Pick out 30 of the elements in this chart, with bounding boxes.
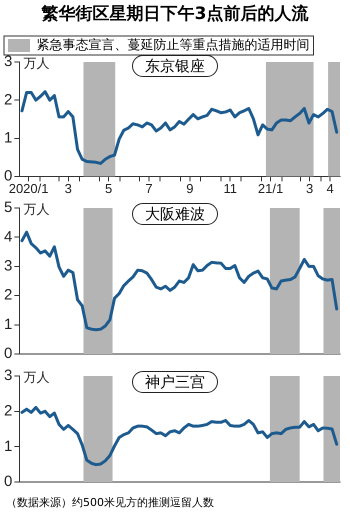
y-tick-label: 2 — [4, 402, 12, 420]
y-tick-label: 3 — [4, 258, 12, 275]
y-tick-label: 1 — [4, 316, 12, 333]
y-tick-label: 5 — [4, 199, 12, 216]
x-tick-label: 3 — [64, 180, 72, 196]
y-tick-label: 3 — [4, 367, 12, 384]
y-axis-title: 万人 — [23, 370, 50, 386]
x-tick-label: 21/1 — [258, 180, 284, 196]
chart-title: 繁华街区星期日下午3点前后的人流 — [40, 3, 310, 25]
y-tick-label: 1 — [4, 129, 12, 146]
x-tick-label: 11 — [224, 180, 237, 196]
legend-label: 紧急事态宣言、蔓延防止等重点措施的适用时间 — [36, 36, 310, 53]
y-tick-label: 0 — [4, 473, 12, 490]
chart-subtitle: 大阪难波 — [132, 203, 218, 225]
y-tick-label: 3 — [4, 53, 12, 70]
chart-subtitle: 东京银座 — [132, 55, 218, 77]
chart-subtitle: 神户三宫 — [132, 371, 218, 393]
y-tick-label: 2 — [4, 91, 12, 108]
y-axis-title: 万人 — [23, 202, 50, 218]
text: （数据来源）约500米见方的推测逗留人数 — [5, 495, 215, 511]
x-tick-label: 7 — [145, 180, 153, 196]
y-tick-label: 2 — [4, 286, 12, 304]
y-axis-title: 万人 — [23, 56, 50, 72]
x-tick-label: 9 — [186, 180, 194, 196]
x-tick-label: 3 — [306, 180, 314, 196]
x-tick-label: 4 — [326, 180, 334, 196]
x-tick-label: 5 — [104, 180, 112, 196]
y-tick-label: 4 — [4, 228, 12, 246]
y-tick-label: 1 — [4, 438, 12, 455]
y-tick-label: 0 — [4, 345, 12, 362]
